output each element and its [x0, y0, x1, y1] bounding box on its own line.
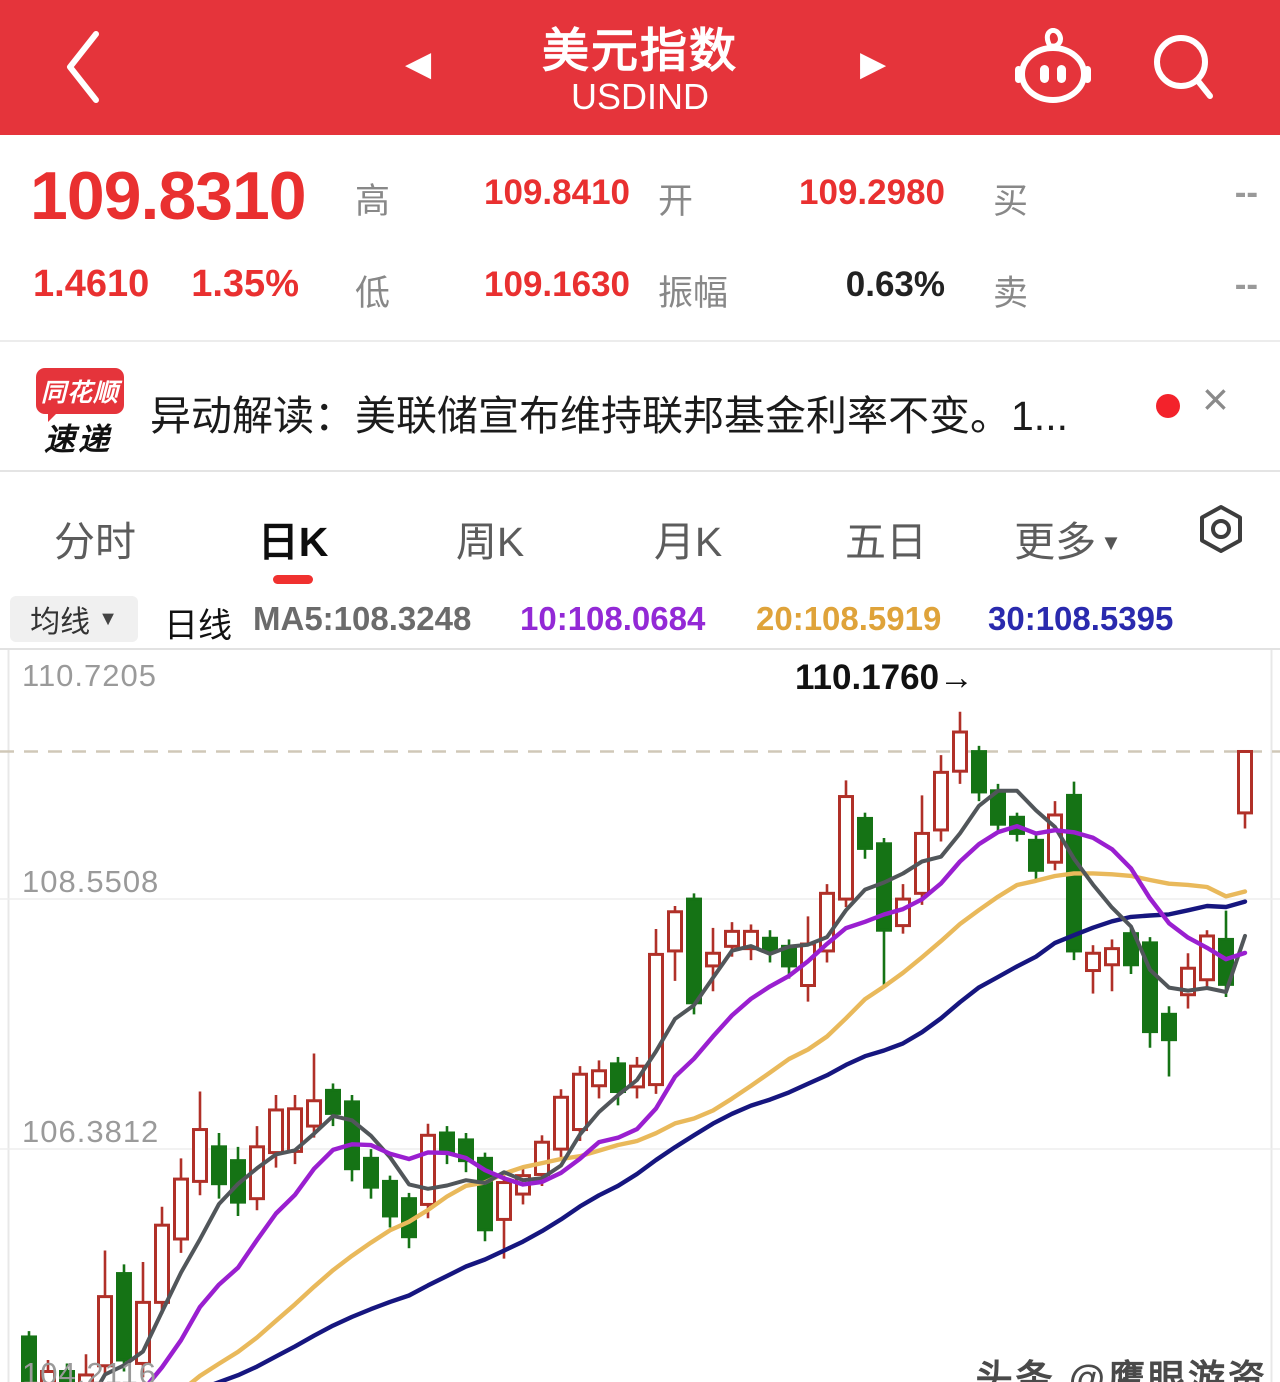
ma20-value: 20:108.5919: [756, 600, 942, 637]
bid-label: 买: [993, 182, 1029, 221]
high-price-annotation: 110.1760→: [795, 658, 975, 697]
amplitude-value: 0.63%: [845, 265, 945, 304]
news-headline[interactable]: 异动解读：美联储宣布维持联邦基金利率不变。1...: [150, 393, 1068, 439]
open-value: 109.2980: [799, 173, 945, 212]
tab-fenshi[interactable]: 分时: [54, 519, 136, 565]
y-axis-label-2: 108.5508: [22, 864, 160, 899]
page-title: 美元指数: [542, 24, 738, 77]
instrument-code: USDIND: [570, 76, 709, 117]
ma5-value: MA5:108.3248: [253, 600, 472, 637]
chart-settings-icon[interactable]: [1195, 502, 1247, 563]
low-value: 109.1630: [484, 265, 630, 304]
amplitude-label: 振幅: [658, 274, 729, 313]
low-label: 低: [355, 274, 391, 313]
high-value: 109.8410: [484, 173, 630, 212]
bid-value: --: [1234, 173, 1258, 212]
tab-monthly-k[interactable]: 月K: [653, 519, 723, 565]
watermark: 头条 @鹰眼游资: [975, 1358, 1268, 1382]
change-percent: 1.35%: [191, 263, 299, 305]
close-icon[interactable]: ×: [1202, 373, 1229, 425]
back-icon[interactable]: [62, 28, 104, 111]
ask-value: --: [1234, 265, 1258, 304]
tab-weekly-k[interactable]: 周K: [455, 519, 525, 565]
ma30-value: 30:108.5395: [988, 600, 1174, 637]
ths-logo-subtitle: 速递: [44, 422, 112, 457]
next-instrument-icon[interactable]: ▶: [860, 45, 887, 83]
y-axis-label-3: 106.3812: [22, 1114, 160, 1149]
ma-indicator-bar: 均线 ▼ 日线 MA5:108.3248 10:108.0684 20:108.5…: [0, 590, 1280, 648]
chevron-down-icon: ▼: [1100, 530, 1122, 555]
search-icon[interactable]: [1148, 28, 1220, 111]
candles-canvas[interactable]: [0, 650, 1280, 1382]
change-value: 1.4610: [33, 263, 150, 305]
y-axis-label-1: 110.7205: [22, 658, 157, 693]
candlestick-chart[interactable]: 110.7205 108.5508 106.3812 104.2116 110.…: [0, 648, 1280, 1382]
ask-label: 卖: [993, 274, 1029, 313]
quote-panel: 109.8310 1.4610 1.35% 高 109.8410 开 109.29…: [0, 135, 1280, 340]
ma-period-label: 日线: [164, 607, 232, 645]
high-label: 高: [355, 182, 391, 221]
period-tab-bar: 分时 日K 周K 月K 五日 更多 ▼: [0, 478, 1280, 592]
tab-daily-k[interactable]: 日K: [257, 519, 329, 565]
assistant-robot-icon[interactable]: [1012, 28, 1094, 111]
price-change: 1.4610 1.35%: [33, 263, 341, 306]
open-label: 开: [658, 182, 694, 221]
chevron-left-icon: [67, 31, 99, 103]
ths-logo: 同花顺: [36, 368, 124, 422]
y-axis-label-4: 104.2116: [22, 1356, 157, 1382]
tab-five-day[interactable]: 五日: [845, 519, 927, 565]
ma-dropdown[interactable]: 均线 ▼: [10, 596, 138, 642]
ma10-value: 10:108.0684: [520, 600, 706, 637]
header: ◀ 美元指数 USDIND ▶: [0, 0, 1280, 135]
tab-more[interactable]: 更多 ▼: [1014, 519, 1122, 565]
chevron-down-icon: ▼: [98, 607, 118, 630]
news-ticker[interactable]: 同花顺 速递 异动解读：美联储宣布维持联邦基金利率不变。1... ×: [0, 340, 1280, 472]
prev-instrument-icon[interactable]: ◀: [405, 45, 432, 83]
unread-dot: [1156, 394, 1180, 418]
selected-tab-underline: [273, 575, 313, 584]
last-price: 109.8310: [30, 158, 307, 234]
